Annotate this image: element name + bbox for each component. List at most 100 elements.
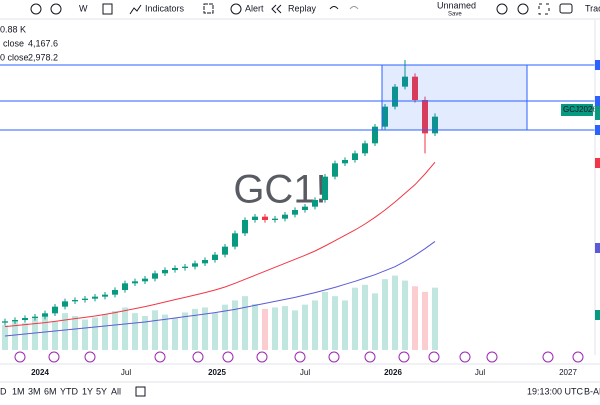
volume-bar bbox=[172, 318, 178, 350]
range-button[interactable]: 6M bbox=[44, 386, 57, 396]
layout-name[interactable]: Unnamed bbox=[437, 0, 476, 10]
volume-bar bbox=[52, 321, 58, 350]
candle-body bbox=[232, 233, 238, 247]
event-marker[interactable] bbox=[542, 351, 554, 363]
range-button[interactable]: 5Y bbox=[96, 386, 107, 396]
volume-bar bbox=[232, 300, 238, 350]
range-button[interactable]: All bbox=[111, 386, 121, 396]
event-marker[interactable] bbox=[192, 351, 204, 363]
volume-bar bbox=[162, 314, 168, 350]
indicators-button[interactable]: Indicators bbox=[145, 3, 185, 13]
candle-body bbox=[172, 268, 178, 270]
event-marker[interactable] bbox=[486, 351, 498, 363]
volume-bar bbox=[382, 279, 388, 350]
redo-icon[interactable] bbox=[349, 6, 359, 10]
candle-body bbox=[302, 206, 308, 210]
save-button[interactable]: Save bbox=[448, 12, 462, 18]
candle-body bbox=[192, 263, 198, 267]
contract-label: GCJ2026 bbox=[563, 105, 597, 114]
bottom-bar: D 1M 3M 6M YTD 1Y 5Y All bbox=[0, 386, 121, 396]
price-scale-marker bbox=[595, 310, 600, 320]
ma2-legend-name: 0 close bbox=[0, 52, 29, 62]
clock: 19:13:00 UTC bbox=[527, 386, 584, 396]
price-scale-marker bbox=[595, 125, 600, 135]
volume-bar bbox=[322, 291, 328, 350]
range-button[interactable]: D bbox=[0, 386, 7, 396]
candle-body bbox=[392, 86, 398, 107]
indicators-icon[interactable] bbox=[129, 4, 142, 15]
ma1-legend-name: close bbox=[3, 38, 24, 48]
candle-body bbox=[252, 216, 258, 220]
go-to-date-icon[interactable] bbox=[135, 386, 146, 397]
replay-icon[interactable] bbox=[271, 4, 282, 14]
event-marker[interactable] bbox=[84, 351, 96, 363]
event-marker[interactable] bbox=[572, 351, 584, 363]
candle-body bbox=[52, 306, 58, 314]
volume-bar bbox=[122, 307, 128, 350]
x-tick-label: Jul bbox=[300, 368, 310, 377]
alert-icon[interactable] bbox=[230, 3, 242, 15]
volume-bar bbox=[222, 304, 228, 350]
volume-bar bbox=[142, 316, 148, 350]
volume-bar bbox=[212, 313, 218, 350]
event-marker[interactable] bbox=[364, 351, 376, 363]
time-axis: 2024 Jul 2025 Jul 2026 Jul 2027 bbox=[31, 368, 577, 377]
event-marker[interactable] bbox=[328, 351, 340, 363]
event-marker[interactable] bbox=[14, 351, 26, 363]
trade-button[interactable]: Trad bbox=[585, 3, 600, 13]
range-button[interactable]: YTD bbox=[60, 386, 79, 396]
volume-bar bbox=[282, 306, 288, 350]
volume-bar bbox=[272, 307, 278, 350]
search-icon[interactable] bbox=[496, 3, 508, 15]
candle-body bbox=[332, 163, 338, 177]
candle-body bbox=[122, 283, 128, 290]
volume-bar bbox=[242, 296, 248, 350]
screenshot-icon[interactable] bbox=[559, 3, 573, 14]
event-marker[interactable] bbox=[459, 351, 471, 363]
event-marker[interactable] bbox=[256, 351, 268, 363]
volume-bar bbox=[132, 313, 138, 350]
candle-body bbox=[42, 313, 48, 317]
candle-body bbox=[32, 316, 38, 318]
rectangle-drawing[interactable] bbox=[381, 64, 528, 131]
event-marker[interactable] bbox=[398, 351, 410, 363]
event-marker[interactable] bbox=[48, 351, 60, 363]
candle-body bbox=[372, 126, 378, 144]
candle-body bbox=[262, 216, 268, 220]
candle-body bbox=[22, 318, 28, 320]
event-marker[interactable] bbox=[222, 351, 234, 363]
candle-body bbox=[162, 270, 168, 274]
event-marker[interactable] bbox=[154, 351, 166, 363]
settings-icon[interactable] bbox=[517, 3, 529, 15]
compare-icon[interactable] bbox=[50, 3, 62, 15]
chart-type-icon[interactable] bbox=[102, 3, 113, 15]
volume-bar bbox=[202, 307, 208, 350]
candle-body bbox=[12, 320, 18, 322]
event-marker[interactable] bbox=[294, 351, 306, 363]
volume-bar bbox=[112, 311, 118, 350]
x-tick-label: 2024 bbox=[31, 368, 49, 377]
moving-average-line bbox=[4, 241, 436, 337]
symbol-search-icon[interactable] bbox=[30, 3, 42, 15]
event-marker[interactable] bbox=[428, 351, 440, 363]
x-tick-label: 2025 bbox=[208, 368, 226, 377]
adjust-toggle[interactable]: B-AD bbox=[584, 386, 600, 396]
undo-icon[interactable] bbox=[329, 6, 339, 10]
x-tick-label: Jul bbox=[475, 368, 485, 377]
candle-body bbox=[132, 281, 138, 284]
replay-button[interactable]: Replay bbox=[288, 3, 317, 13]
range-button[interactable]: 1Y bbox=[82, 386, 93, 396]
volume-bar bbox=[422, 291, 428, 350]
range-button[interactable]: 1M bbox=[12, 386, 25, 396]
fullscreen-icon[interactable] bbox=[538, 3, 550, 15]
candle-body bbox=[82, 298, 88, 300]
alert-button[interactable]: Alert bbox=[245, 3, 264, 13]
volume-bar bbox=[302, 304, 308, 350]
templates-icon[interactable] bbox=[203, 3, 214, 14]
volume-bar bbox=[62, 313, 68, 350]
x-tick-label: 2027 bbox=[559, 368, 577, 377]
range-button[interactable]: 3M bbox=[28, 386, 41, 396]
interval-button[interactable]: W bbox=[79, 3, 88, 13]
candle-body bbox=[142, 278, 148, 282]
